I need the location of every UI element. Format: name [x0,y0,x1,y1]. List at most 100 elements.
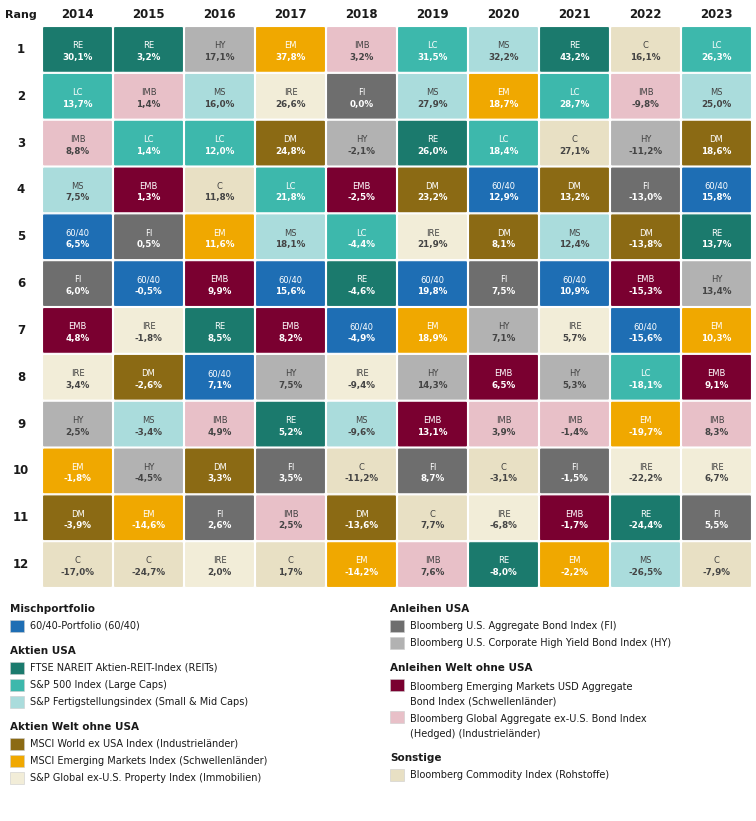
FancyBboxPatch shape [681,355,751,400]
FancyBboxPatch shape [611,120,680,166]
Text: LC: LC [143,135,153,144]
FancyBboxPatch shape [327,213,396,259]
FancyBboxPatch shape [256,542,326,588]
Bar [390,637,404,649]
Text: 60/40: 60/40 [705,181,729,190]
FancyBboxPatch shape [256,495,326,541]
Text: Bond Index (Schwellenländer): Bond Index (Schwellenländer) [410,696,556,706]
FancyBboxPatch shape [398,26,467,72]
Text: 18,6%: 18,6% [702,146,732,155]
FancyBboxPatch shape [469,26,538,72]
Bar [10,755,24,767]
Text: EMB: EMB [139,181,158,190]
FancyBboxPatch shape [681,260,751,306]
FancyBboxPatch shape [327,260,396,306]
FancyBboxPatch shape [540,495,609,541]
Text: 2018: 2018 [345,8,378,21]
Text: IMB: IMB [212,416,228,424]
Text: DM: DM [497,228,510,237]
FancyBboxPatch shape [681,120,751,166]
Text: EMB: EMB [210,275,228,284]
Text: IRE: IRE [71,369,85,378]
Text: RE: RE [285,416,296,424]
Text: 2021: 2021 [558,8,590,21]
Text: MSCI World ex USA Index (Industrieländer): MSCI World ex USA Index (Industrieländer… [30,739,238,749]
Text: 8,8%: 8,8% [66,146,89,155]
Text: 8,5%: 8,5% [207,334,231,343]
FancyBboxPatch shape [327,26,396,72]
Text: 60/40: 60/40 [491,181,516,190]
FancyBboxPatch shape [540,355,609,400]
FancyBboxPatch shape [540,448,609,494]
Text: 5: 5 [17,230,25,243]
Text: 12: 12 [13,558,29,571]
Text: -17,0%: -17,0% [60,568,94,577]
FancyBboxPatch shape [184,73,255,119]
FancyBboxPatch shape [184,542,255,588]
FancyBboxPatch shape [256,401,326,447]
Text: EM: EM [142,510,155,519]
FancyBboxPatch shape [540,120,609,166]
Text: 3,2%: 3,2% [136,53,161,62]
FancyBboxPatch shape [611,73,680,119]
FancyBboxPatch shape [184,495,255,541]
Text: -14,2%: -14,2% [345,568,379,577]
Text: 13,1%: 13,1% [417,428,448,437]
Text: 30,1%: 30,1% [62,53,93,62]
FancyBboxPatch shape [113,167,184,213]
Text: 11: 11 [13,511,29,525]
Text: RE: RE [72,41,83,50]
Text: 28,7%: 28,7% [559,99,590,108]
Text: 18,4%: 18,4% [488,146,519,155]
Text: 2,6%: 2,6% [207,521,231,530]
Text: -1,7%: -1,7% [560,521,588,530]
Text: FI: FI [74,275,81,284]
Text: 16,0%: 16,0% [204,99,234,108]
Text: EMB: EMB [352,181,370,190]
Text: 6,7%: 6,7% [705,475,729,484]
Text: LC: LC [569,88,580,97]
FancyBboxPatch shape [469,401,538,447]
Text: RE: RE [569,41,580,50]
Text: IMB: IMB [354,41,370,50]
Text: MS: MS [213,88,226,97]
FancyBboxPatch shape [327,167,396,213]
Text: -1,8%: -1,8% [64,475,91,484]
Text: HY: HY [214,41,225,50]
Text: 1,4%: 1,4% [136,99,161,108]
Text: 21,9%: 21,9% [417,241,448,250]
Text: HY: HY [143,463,154,472]
Text: -13,6%: -13,6% [345,521,379,530]
FancyBboxPatch shape [256,213,326,259]
Text: 8,7%: 8,7% [420,475,445,484]
Text: LC: LC [427,41,438,50]
Text: IRE: IRE [212,557,226,566]
FancyBboxPatch shape [611,26,680,72]
FancyBboxPatch shape [540,213,609,259]
Text: -22,2%: -22,2% [628,475,662,484]
Text: 21,8%: 21,8% [275,194,305,203]
FancyBboxPatch shape [681,73,751,119]
Bar [10,679,24,691]
FancyBboxPatch shape [42,495,113,541]
Text: EMB: EMB [281,322,299,331]
Text: EMB: EMB [708,369,726,378]
Text: -26,5%: -26,5% [628,568,662,577]
Text: MS: MS [71,181,84,190]
Text: FI: FI [287,463,294,472]
Text: C: C [429,510,435,519]
Text: 3,9%: 3,9% [491,428,516,437]
Text: 5,7%: 5,7% [562,334,587,343]
Bar [10,772,24,784]
Bar [10,696,24,708]
FancyBboxPatch shape [184,308,255,353]
Text: C: C [572,135,578,144]
FancyBboxPatch shape [256,355,326,400]
Text: 3,2%: 3,2% [349,53,373,62]
FancyBboxPatch shape [327,401,396,447]
Text: IMB: IMB [638,88,653,97]
FancyBboxPatch shape [42,401,113,447]
Text: 5,2%: 5,2% [278,428,302,437]
FancyBboxPatch shape [540,401,609,447]
Text: 31,5%: 31,5% [417,53,448,62]
